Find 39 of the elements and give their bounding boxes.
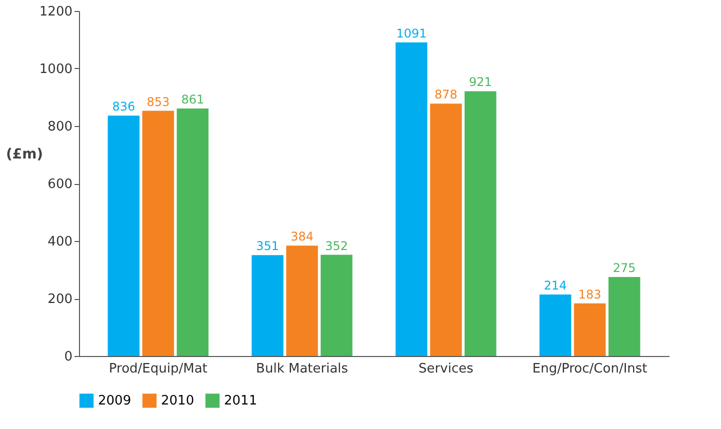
data-label: 853	[146, 94, 170, 109]
data-label: 352	[325, 238, 348, 253]
bar	[464, 91, 496, 356]
data-label: 214	[544, 278, 567, 292]
y-tick-label: 800	[48, 120, 72, 134]
y-tick-label: 1200	[39, 4, 72, 20]
data-label: 183	[578, 287, 602, 302]
y-axis-title: (£m)	[6, 146, 44, 162]
bar	[539, 294, 572, 356]
y-tick-label: 600	[48, 177, 72, 192]
legend-label: 2010	[161, 394, 194, 409]
bar	[286, 246, 318, 356]
y-tick-label: 1000	[39, 62, 72, 77]
y-tick-label: 0	[64, 350, 72, 364]
data-label: 878	[434, 88, 458, 102]
x-tick-label: Services	[418, 362, 474, 376]
data-label: 351	[256, 239, 280, 254]
bar	[108, 116, 140, 356]
bar	[320, 254, 352, 356]
legend-label: 2009	[98, 394, 132, 409]
y-tick-label: 400	[48, 234, 72, 250]
bar	[176, 108, 209, 356]
bar	[396, 42, 428, 356]
bar	[252, 255, 284, 356]
y-tick-label: 200	[48, 292, 72, 307]
x-tick-label: Eng/Proc/Con/Inst	[532, 362, 648, 376]
bar	[608, 276, 640, 356]
data-label: 1091	[396, 26, 427, 40]
data-label: 921	[468, 75, 492, 90]
data-label: 384	[290, 230, 314, 244]
x-tick-label: Bulk Materials	[256, 362, 348, 376]
legend-label: 2011	[224, 394, 258, 409]
bar	[142, 110, 174, 356]
data-label: 861	[181, 92, 204, 106]
bar	[430, 104, 462, 356]
data-label: 275	[612, 260, 636, 275]
x-tick-label: Prod/Equip/Mat	[108, 362, 208, 376]
data-label: 836	[112, 100, 136, 114]
bar	[574, 303, 606, 356]
